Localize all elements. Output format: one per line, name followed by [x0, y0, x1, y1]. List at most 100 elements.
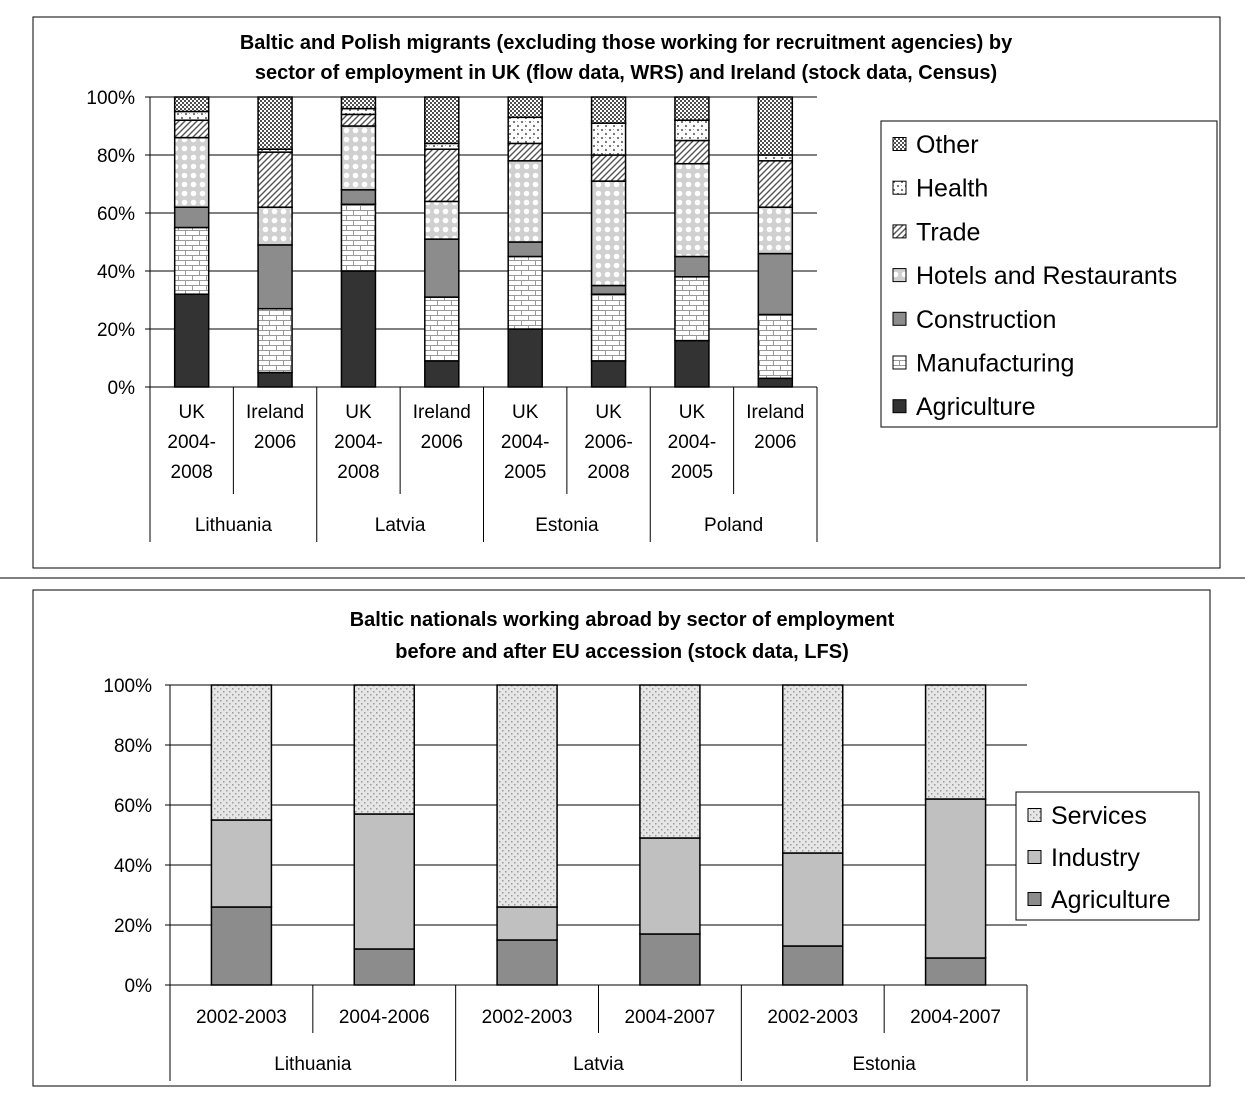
bar-segment-agriculture [590, 360, 627, 388]
bar-segment-other [424, 96, 460, 145]
bar-segment-construction [590, 284, 627, 295]
bar-segment-hotels-and-restaurants [507, 160, 543, 243]
bar-segment-industry [924, 798, 987, 959]
bar-segment-other [173, 96, 210, 113]
bar-segment-trade [257, 151, 293, 208]
bar-segment-health [424, 142, 460, 150]
legend-swatch-construction [892, 311, 907, 326]
bar-segment-trade [590, 154, 627, 182]
x-category-label: 2002-2003 [767, 1007, 858, 1028]
x-category-label: Ireland 2006 [246, 402, 304, 453]
bar-segment-services [353, 684, 415, 815]
bar-segment-services [782, 684, 844, 854]
y-tick-label: 100% [86, 88, 135, 109]
bar-segment-trade [424, 148, 460, 203]
y-tick-label: 0% [108, 378, 136, 399]
bar-segment-manufacturing [424, 296, 460, 362]
legend-swatch-health [892, 180, 907, 195]
bar-segment-manufacturing [257, 307, 293, 374]
legend-label-manufacturing: Manufacturing [916, 350, 1074, 378]
bar-segment-health [340, 107, 377, 116]
legend-swatch-industry [1027, 850, 1042, 864]
x-category-label: UK 2004-2008 [167, 402, 216, 483]
bar-segment-construction [507, 241, 543, 258]
bar-segment-trade [757, 160, 794, 208]
bar-segment-agriculture [782, 945, 844, 986]
bar-segment-other [757, 96, 794, 156]
bottom-stacked-bar-chart: Baltic nationals working abroad by secto… [103, 609, 1200, 1081]
legend-swatch-other [892, 137, 907, 151]
x-category-label: UK 2006-2008 [584, 402, 633, 483]
bar-segment-construction [674, 255, 710, 278]
bar-segment-agriculture [173, 293, 210, 388]
legend-swatch-services [1027, 808, 1042, 822]
x-group-label: Latvia [375, 515, 426, 536]
bar-segment-construction [757, 252, 794, 316]
bar-segment-construction [424, 238, 460, 298]
bar-segment-manufacturing [590, 293, 627, 362]
bar-segment-services [210, 684, 273, 821]
bar-segment-hotels-and-restaurants [257, 206, 293, 246]
bar-segment-services [924, 684, 987, 800]
legend-swatch-hotels-and-restaurants [892, 268, 907, 283]
y-tick-label: 100% [103, 676, 152, 697]
y-tick-label: 20% [114, 916, 152, 937]
x-group-label: Poland [704, 515, 763, 536]
bar-segment-construction [257, 244, 293, 310]
bar-segment-trade [173, 119, 210, 139]
bar-segment-health [590, 122, 627, 156]
bar-segment-other [340, 96, 377, 110]
bar-segment-trade [340, 113, 377, 127]
bar-segment-hotels-and-restaurants [674, 162, 710, 258]
bar-segment-hotels-and-restaurants [173, 136, 210, 208]
bar-segment-industry [210, 819, 273, 908]
chart-title-line: Baltic and Polish migrants (excluding th… [240, 32, 1013, 54]
bar-segment-health [173, 110, 210, 121]
bar-segment-other [507, 96, 543, 119]
bar-segment-trade [674, 139, 710, 165]
legend-label-hotels-and-restaurants: Hotels and Restaurants [916, 262, 1177, 290]
legend-label-health: Health [916, 175, 988, 203]
bar-segment-trade [507, 142, 543, 162]
y-tick-label: 60% [97, 204, 135, 225]
legend-label-agriculture: Agriculture [916, 393, 1036, 421]
x-category-label: 2002-2003 [196, 1007, 287, 1028]
bar-segment-hotels-and-restaurants [424, 200, 460, 240]
bar-segment-services [639, 684, 701, 839]
bar-segment-manufacturing [173, 226, 210, 295]
x-category-label: UK 2004-2005 [668, 402, 717, 483]
legend-label-other: Other [916, 131, 979, 159]
top-stacked-bar-chart: Baltic and Polish migrants (excluding th… [86, 32, 1218, 542]
legend-label-industry: Industry [1051, 844, 1140, 872]
chart-title-line: before and after EU accession (stock dat… [395, 641, 848, 663]
x-category-label: 2002-2003 [482, 1007, 573, 1028]
bar-segment-agriculture [210, 906, 273, 986]
bar-segment-industry [353, 813, 415, 950]
bar-segment-other [674, 96, 710, 121]
bar-segment-hotels-and-restaurants [340, 125, 377, 191]
y-tick-label: 20% [97, 320, 135, 341]
legend-swatch-agriculture [892, 399, 907, 414]
x-group-label: Lithuania [274, 1054, 352, 1075]
bar-segment-health [507, 116, 543, 145]
bar-segment-industry [496, 906, 558, 941]
bar-segment-hotels-and-restaurants [757, 206, 794, 255]
x-category-label: UK 2004-2005 [501, 402, 550, 483]
x-category-label: UK 2004-2008 [334, 402, 383, 483]
x-group-label: Latvia [573, 1054, 624, 1075]
y-tick-label: 40% [114, 856, 152, 877]
bar-segment-services [496, 684, 558, 908]
legend-label-trade: Trade [916, 218, 980, 246]
legend-label-agriculture: Agriculture [1051, 886, 1171, 914]
bar-segment-agriculture [674, 339, 710, 388]
bar-segment-manufacturing [507, 255, 543, 330]
chart-title-line: Baltic nationals working abroad by secto… [350, 609, 895, 631]
bar-segment-health [674, 119, 710, 142]
y-tick-label: 0% [125, 976, 153, 997]
bar-segment-agriculture [424, 360, 460, 388]
y-tick-label: 40% [97, 262, 135, 283]
bar-segment-construction [173, 206, 210, 229]
y-tick-label: 80% [114, 736, 152, 757]
bar-segment-agriculture [496, 939, 558, 986]
